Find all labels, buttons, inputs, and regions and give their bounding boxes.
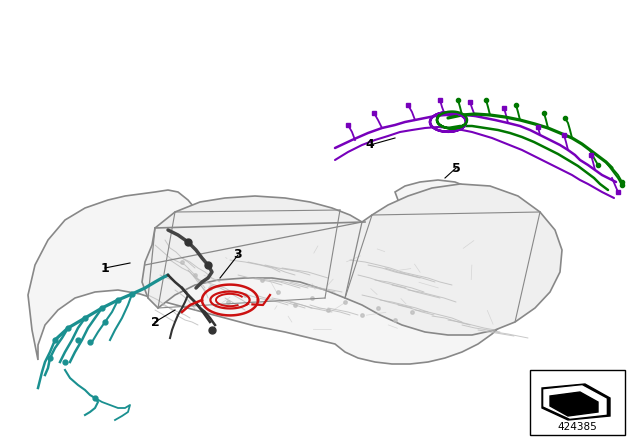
Polygon shape (544, 386, 606, 418)
Polygon shape (550, 392, 598, 416)
Polygon shape (142, 184, 562, 335)
Text: 2: 2 (150, 315, 159, 328)
Text: 4: 4 (365, 138, 374, 151)
Polygon shape (542, 384, 610, 420)
Text: 3: 3 (234, 249, 243, 262)
Text: 424385: 424385 (557, 422, 597, 432)
Text: 1: 1 (100, 262, 109, 275)
Polygon shape (28, 180, 525, 364)
Text: 5: 5 (452, 161, 460, 175)
Bar (530, 370, 625, 435)
